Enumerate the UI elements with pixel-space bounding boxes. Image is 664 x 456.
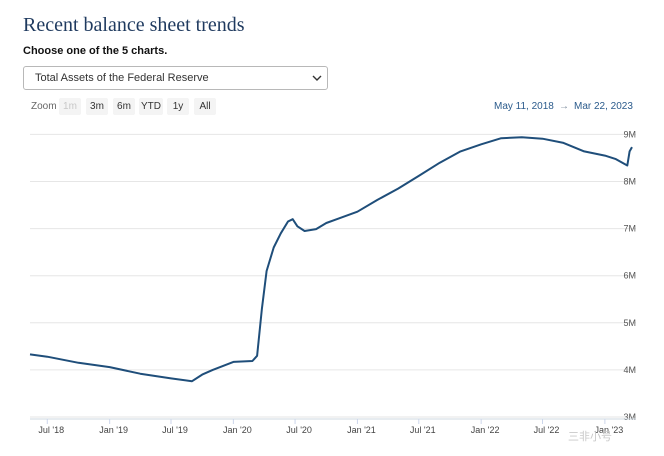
y-tick-label: 6M <box>623 271 636 281</box>
x-tick-label: Jul '22 <box>534 425 560 435</box>
y-tick-label: 8M <box>623 177 636 187</box>
data-point <box>191 380 193 382</box>
data-point <box>336 218 338 220</box>
data-point <box>583 151 585 153</box>
data-point <box>397 188 399 190</box>
y-tick-label: 5M <box>623 318 636 328</box>
data-point <box>170 378 172 380</box>
data-point <box>480 144 482 146</box>
watermark-text: 三非小号 <box>568 431 612 443</box>
chevron-down-icon <box>312 75 322 81</box>
page-title: Recent balance sheet trends <box>23 14 245 36</box>
zoom-3m-button[interactable]: 3m <box>86 98 108 115</box>
x-tick-label: Jul '19 <box>162 425 188 435</box>
data-point <box>252 360 254 362</box>
data-point <box>500 137 502 139</box>
data-point <box>292 218 294 220</box>
data-point <box>377 199 379 201</box>
data-point <box>615 158 617 160</box>
y-tick-label: 7M <box>623 224 636 234</box>
x-tick-label: Jan '19 <box>99 425 128 435</box>
chart-select-value: Total Assets of the Federal Reserve <box>35 72 209 84</box>
data-point <box>201 374 203 376</box>
y-tick-label: 3M <box>623 412 636 422</box>
data-point <box>629 151 631 153</box>
series-line <box>29 136 633 383</box>
x-tick-label: Jul '20 <box>286 425 312 435</box>
data-point <box>266 270 268 272</box>
data-point <box>631 146 633 148</box>
data-point <box>418 175 420 177</box>
zoom-1m-button[interactable]: 1m <box>59 98 81 115</box>
x-tick-label: Jan '21 <box>347 425 376 435</box>
x-tick-label: Jan '22 <box>471 425 500 435</box>
data-point <box>460 151 462 153</box>
data-point <box>256 355 258 357</box>
data-point <box>287 221 289 223</box>
range-start-date[interactable]: May 11, 2018 <box>494 101 554 112</box>
zoom-ytd-button[interactable]: YTD <box>139 98 163 115</box>
y-tick-label: 4M <box>623 365 636 375</box>
data-point <box>261 308 263 310</box>
y-tick-label: 9M <box>623 129 636 139</box>
data-point <box>304 230 306 232</box>
data-point <box>604 155 606 157</box>
data-point <box>521 136 523 138</box>
zoom-6m-button[interactable]: 6m <box>113 98 135 115</box>
data-point <box>315 228 317 230</box>
data-point <box>212 369 214 371</box>
data-point <box>627 165 629 167</box>
data-point <box>109 366 111 368</box>
data-point <box>29 354 31 356</box>
x-tick-label: Jul '18 <box>38 425 64 435</box>
zoom-all-button[interactable]: All <box>194 98 216 115</box>
data-point <box>280 233 282 235</box>
data-point <box>233 361 235 363</box>
data-point <box>357 211 359 213</box>
x-tick-label: Jul '21 <box>410 425 436 435</box>
chart-select[interactable]: Total Assets of the Federal Reserve <box>23 66 328 90</box>
data-point <box>542 138 544 140</box>
data-point <box>563 142 565 144</box>
data-point <box>139 373 141 375</box>
data-point <box>273 247 275 249</box>
zoom-label: Zoom <box>31 101 57 112</box>
range-end-date[interactable]: Mar 22, 2023 <box>574 101 633 112</box>
data-point <box>297 226 299 228</box>
zoom-1y-button[interactable]: 1y <box>167 98 189 115</box>
x-tick-label: Jan '23 <box>595 425 624 435</box>
x-tick-label: Jan '20 <box>223 425 252 435</box>
data-point <box>326 222 328 224</box>
range-arrow: → <box>559 101 569 112</box>
data-point <box>439 162 441 164</box>
data-point <box>47 356 49 358</box>
chart-chooser-label: Choose one of the 5 charts. <box>23 45 168 57</box>
data-point <box>78 362 80 364</box>
